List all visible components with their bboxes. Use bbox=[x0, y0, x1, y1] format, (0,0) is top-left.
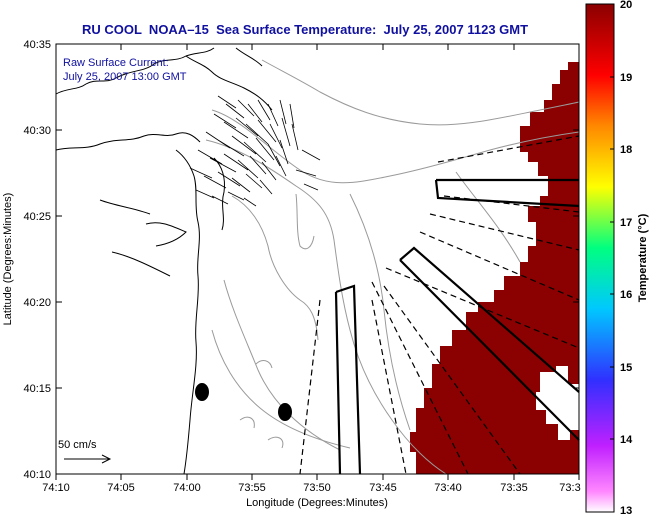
y-tick-label: 40:35 bbox=[23, 39, 51, 51]
scale-arrow bbox=[64, 454, 112, 464]
sst-warm-region bbox=[410, 62, 579, 474]
station-marker bbox=[278, 403, 292, 421]
x-tick-label: 73:45 bbox=[369, 482, 397, 494]
colorbar-label: Temperature (°C) bbox=[637, 213, 649, 302]
temperature-colorbar: 20 19 18 17 16 15 14 13 Temperature (°C) bbox=[585, 0, 649, 517]
y-axis: 40:35 40:30 40:25 40:20 40:15 40:10 Lati… bbox=[2, 39, 579, 481]
map-title: RU COOL NOAA–15 Sea Surface Temperature:… bbox=[82, 22, 529, 37]
coastline bbox=[55, 47, 273, 475]
station-marker bbox=[195, 383, 209, 401]
y-axis-label: Latitude (Degrees:Minutes) bbox=[2, 193, 14, 326]
y-tick-label: 40:20 bbox=[23, 297, 51, 309]
x-tick-label: 73:50 bbox=[303, 482, 331, 494]
x-tick-label: 73:55 bbox=[238, 482, 266, 494]
x-tick-label: 73:40 bbox=[434, 482, 462, 494]
colorbar-tick: 17 bbox=[620, 217, 632, 229]
x-tick-label: 74:00 bbox=[173, 482, 201, 494]
x-tick-label: 74:10 bbox=[42, 482, 70, 494]
y-tick-label: 40:30 bbox=[23, 125, 51, 137]
x-tick-label: 73:3 bbox=[559, 482, 580, 494]
current-date: July 25, 2007 13:00 GMT bbox=[63, 71, 187, 83]
y-tick-label: 40:25 bbox=[23, 211, 51, 223]
x-axis-label: Longitude (Degrees:Minutes) bbox=[246, 497, 388, 509]
sector-outlines bbox=[334, 178, 580, 475]
colorbar-tick: 19 bbox=[620, 72, 632, 84]
x-axis: 74:10 74:05 74:00 73:55 73:50 73:45 73:4… bbox=[42, 44, 581, 509]
y-tick-label: 40:10 bbox=[23, 469, 51, 481]
colorbar-tick: 16 bbox=[620, 289, 632, 301]
colorbar-tick: 14 bbox=[620, 434, 633, 446]
map-panel: 50 cm/s Raw Surface Current: July 25, 20… bbox=[55, 43, 580, 475]
x-tick-label: 74:05 bbox=[107, 482, 135, 494]
colorbar-tick: 20 bbox=[620, 0, 632, 11]
surface-current-vectors bbox=[189, 95, 321, 207]
colorbar-tick: 15 bbox=[620, 362, 632, 374]
colorbar-tick: 18 bbox=[620, 144, 632, 156]
colorbar-tick: 13 bbox=[620, 505, 632, 517]
scale-label: 50 cm/s bbox=[58, 439, 97, 451]
y-tick-label: 40:15 bbox=[23, 383, 51, 395]
x-tick-label: 73:35 bbox=[500, 482, 528, 494]
current-label: Raw Surface Current: bbox=[63, 57, 169, 69]
bathymetry-contours bbox=[205, 59, 580, 475]
